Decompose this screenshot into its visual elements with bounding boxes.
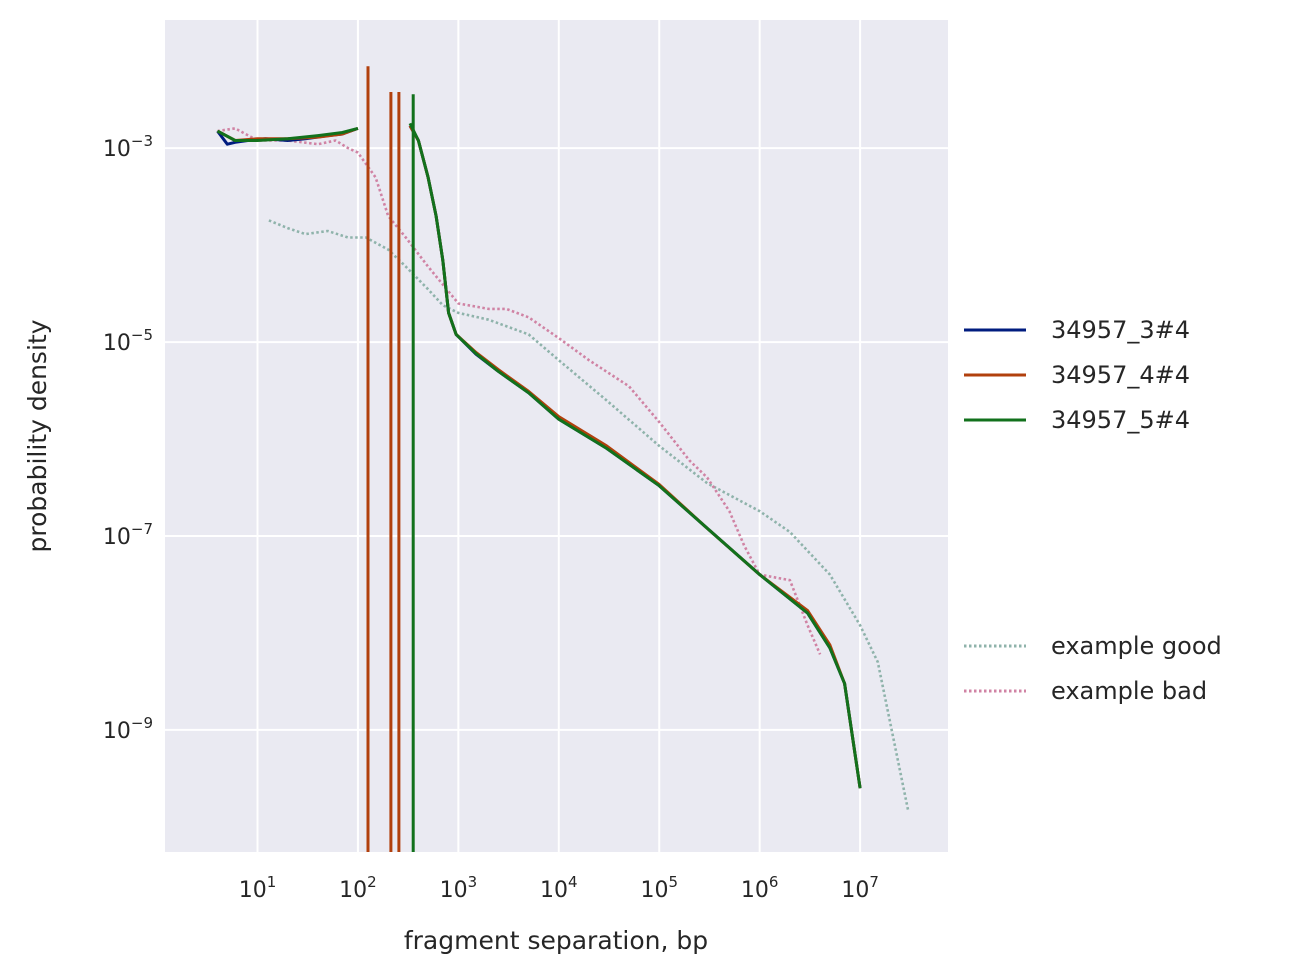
series-line bbox=[217, 127, 822, 655]
legend-item: 34957_4#4 bbox=[964, 361, 1190, 389]
series-example-good bbox=[268, 219, 910, 811]
legend-label: example good bbox=[1051, 632, 1222, 660]
y-tick-label: 10−3 bbox=[103, 132, 153, 162]
series-line bbox=[268, 219, 910, 811]
x-tick-label: 103 bbox=[440, 873, 478, 903]
legend-item: 34957_5#4 bbox=[964, 406, 1190, 434]
series-34957-5-4 bbox=[216, 94, 862, 852]
legend-label: 34957_5#4 bbox=[1051, 406, 1190, 434]
x-tick-label: 102 bbox=[339, 873, 377, 903]
y-tick-label: 10−7 bbox=[103, 520, 153, 550]
legend-item: example good bbox=[964, 632, 1222, 660]
legend-item: example bad bbox=[964, 677, 1207, 705]
y-tick-label: 10−9 bbox=[103, 714, 153, 744]
y-axis-ticks: 10−3 10−5 10−7 10−9 bbox=[103, 132, 153, 744]
x-tick-label: 105 bbox=[640, 873, 678, 903]
series-layer bbox=[216, 66, 910, 852]
series-example-bad bbox=[217, 127, 822, 655]
legend-label: 34957_3#4 bbox=[1051, 316, 1190, 344]
legend-label: example bad bbox=[1051, 677, 1207, 705]
y-axis-label: probability density bbox=[23, 319, 52, 552]
x-tick-label: 104 bbox=[540, 873, 578, 903]
x-tick-label: 107 bbox=[841, 873, 879, 903]
legend-label: 34957_4#4 bbox=[1051, 361, 1190, 389]
series-line bbox=[408, 122, 862, 789]
legend-item: 34957_3#4 bbox=[964, 316, 1190, 344]
series-line bbox=[216, 126, 359, 142]
x-axis-label: fragment separation, bp bbox=[404, 926, 708, 955]
plot-area bbox=[165, 20, 948, 852]
x-tick-label: 101 bbox=[239, 873, 277, 903]
x-tick-label: 106 bbox=[741, 873, 779, 903]
grid bbox=[165, 20, 948, 852]
x-axis-ticks: 101 102 103 104 105 106 107 bbox=[239, 873, 879, 903]
y-tick-label: 10−5 bbox=[103, 326, 153, 356]
